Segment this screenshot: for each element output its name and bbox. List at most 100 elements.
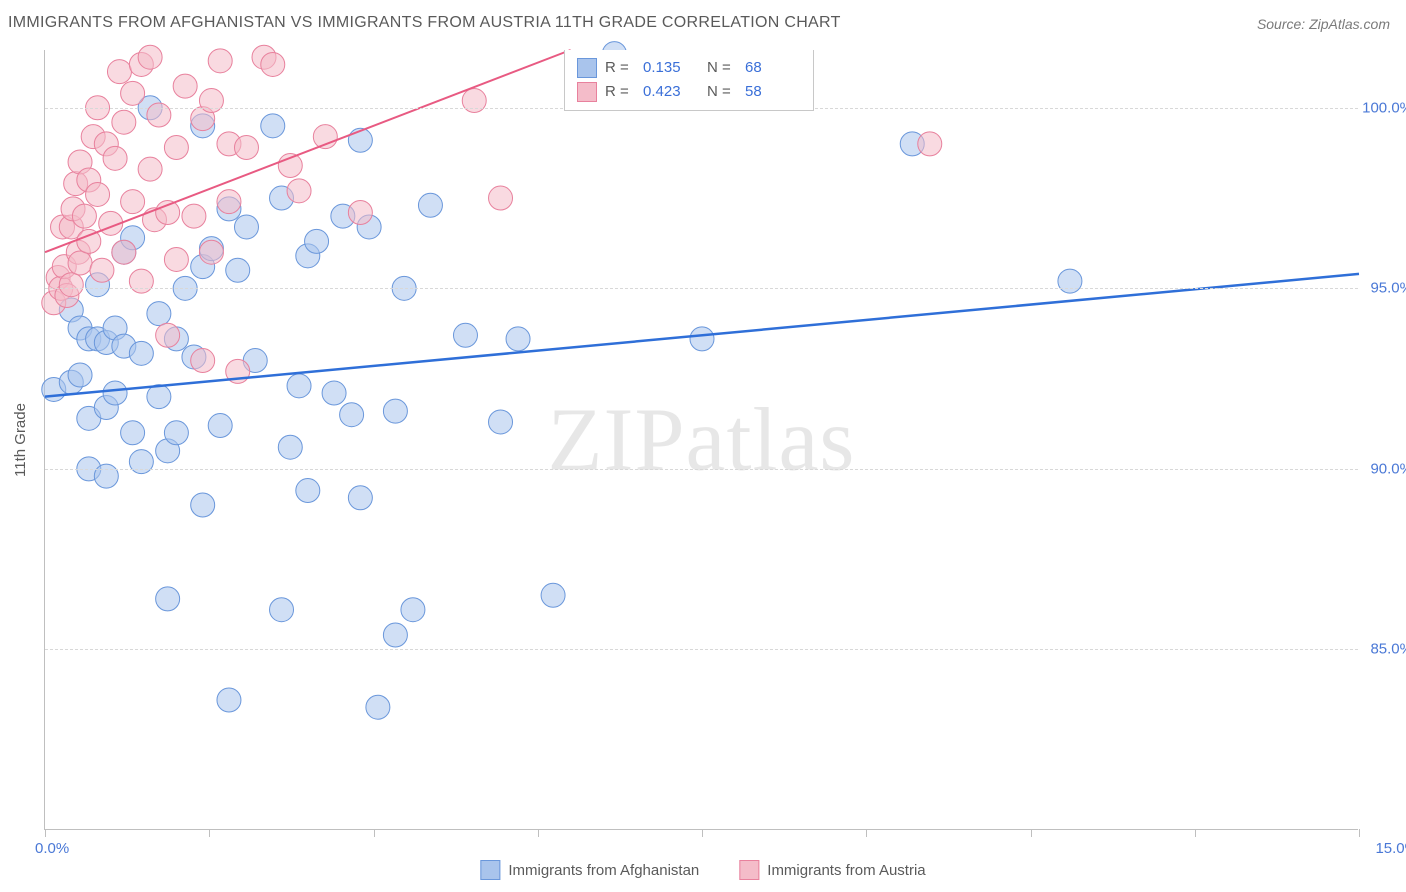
data-point (489, 186, 513, 210)
data-point (278, 435, 302, 459)
x-tick (374, 829, 375, 837)
x-tick (209, 829, 210, 837)
data-point (191, 349, 215, 373)
data-point (340, 403, 364, 427)
data-point (418, 193, 442, 217)
data-point (348, 486, 372, 510)
r-label: R = (605, 80, 635, 104)
data-point (121, 81, 145, 105)
swatch-afghanistan (480, 860, 500, 880)
data-point (287, 374, 311, 398)
data-point (147, 302, 171, 326)
data-point (322, 381, 346, 405)
data-point (690, 327, 714, 351)
regression-line (45, 274, 1359, 397)
y-axis-title: 11th Grade (12, 403, 29, 477)
legend-label: Immigrants from Afghanistan (508, 862, 699, 879)
legend-stats-row: R = 0.423 N = 58 (577, 80, 801, 104)
legend-label: Immigrants from Austria (767, 862, 925, 879)
plot-area: ZIPatlas 85.0%90.0%95.0%100.0%0.0%15.0% (44, 50, 1358, 830)
n-label: N = (707, 80, 737, 104)
legend-stats-row: R = 0.135 N = 68 (577, 56, 801, 80)
data-point (287, 179, 311, 203)
y-tick-label: 100.0% (1362, 99, 1406, 116)
swatch-austria (577, 82, 597, 102)
data-point (208, 414, 232, 438)
data-point (348, 201, 372, 225)
data-point (462, 89, 486, 113)
data-point (191, 493, 215, 517)
legend-item-austria: Immigrants from Austria (739, 860, 925, 880)
r-value: 0.135 (643, 56, 699, 80)
x-label-max: 15.0% (1375, 840, 1406, 857)
data-point (261, 114, 285, 138)
data-point (156, 323, 180, 347)
r-label: R = (605, 56, 635, 80)
x-tick (45, 829, 46, 837)
data-point (541, 583, 565, 607)
data-point (1058, 269, 1082, 293)
swatch-afghanistan (577, 58, 597, 78)
data-point (147, 103, 171, 127)
data-point (383, 623, 407, 647)
data-point (366, 695, 390, 719)
legend-stats: R = 0.135 N = 68 R = 0.423 N = 58 (564, 50, 814, 111)
data-point (199, 89, 223, 113)
gridline (45, 469, 1358, 470)
x-tick (702, 829, 703, 837)
data-point (208, 49, 232, 73)
data-point (68, 363, 92, 387)
data-point (68, 251, 92, 275)
data-point (129, 269, 153, 293)
data-point (261, 52, 285, 76)
chart-title: IMMIGRANTS FROM AFGHANISTAN VS IMMIGRANT… (8, 14, 841, 32)
data-point (234, 215, 258, 239)
data-point (401, 598, 425, 622)
data-point (383, 399, 407, 423)
data-point (489, 410, 513, 434)
data-point (112, 110, 136, 134)
data-point (270, 598, 294, 622)
data-point (217, 688, 241, 712)
data-point (305, 229, 329, 253)
n-label: N = (707, 56, 737, 80)
x-tick (538, 829, 539, 837)
data-point (107, 60, 131, 84)
data-point (103, 146, 127, 170)
x-tick (1359, 829, 1360, 837)
data-point (147, 385, 171, 409)
data-point (94, 464, 118, 488)
data-point (164, 136, 188, 160)
data-point (173, 74, 197, 98)
correlation-chart: IMMIGRANTS FROM AFGHANISTAN VS IMMIGRANT… (0, 0, 1406, 892)
gridline (45, 288, 1358, 289)
data-point (129, 450, 153, 474)
n-value: 58 (745, 80, 801, 104)
data-point (226, 258, 250, 282)
data-point (112, 240, 136, 264)
legend-item-afghanistan: Immigrants from Afghanistan (480, 860, 699, 880)
data-point (138, 45, 162, 69)
data-point (164, 421, 188, 445)
y-tick-label: 95.0% (1370, 280, 1406, 297)
source-label: Source: ZipAtlas.com (1257, 16, 1390, 32)
data-point (86, 182, 110, 206)
data-point (217, 190, 241, 214)
data-point (296, 479, 320, 503)
gridline (45, 649, 1358, 650)
data-point (59, 273, 83, 297)
x-tick (1031, 829, 1032, 837)
y-tick-label: 85.0% (1370, 641, 1406, 658)
x-tick (1195, 829, 1196, 837)
data-point (121, 190, 145, 214)
data-point (103, 381, 127, 405)
data-point (182, 204, 206, 228)
data-point (138, 157, 162, 181)
data-point (72, 204, 96, 228)
legend-series: Immigrants from Afghanistan Immigrants f… (480, 860, 925, 880)
r-value: 0.423 (643, 80, 699, 104)
y-tick-label: 90.0% (1370, 460, 1406, 477)
n-value: 68 (745, 56, 801, 80)
data-point (129, 341, 153, 365)
data-point (121, 421, 145, 445)
